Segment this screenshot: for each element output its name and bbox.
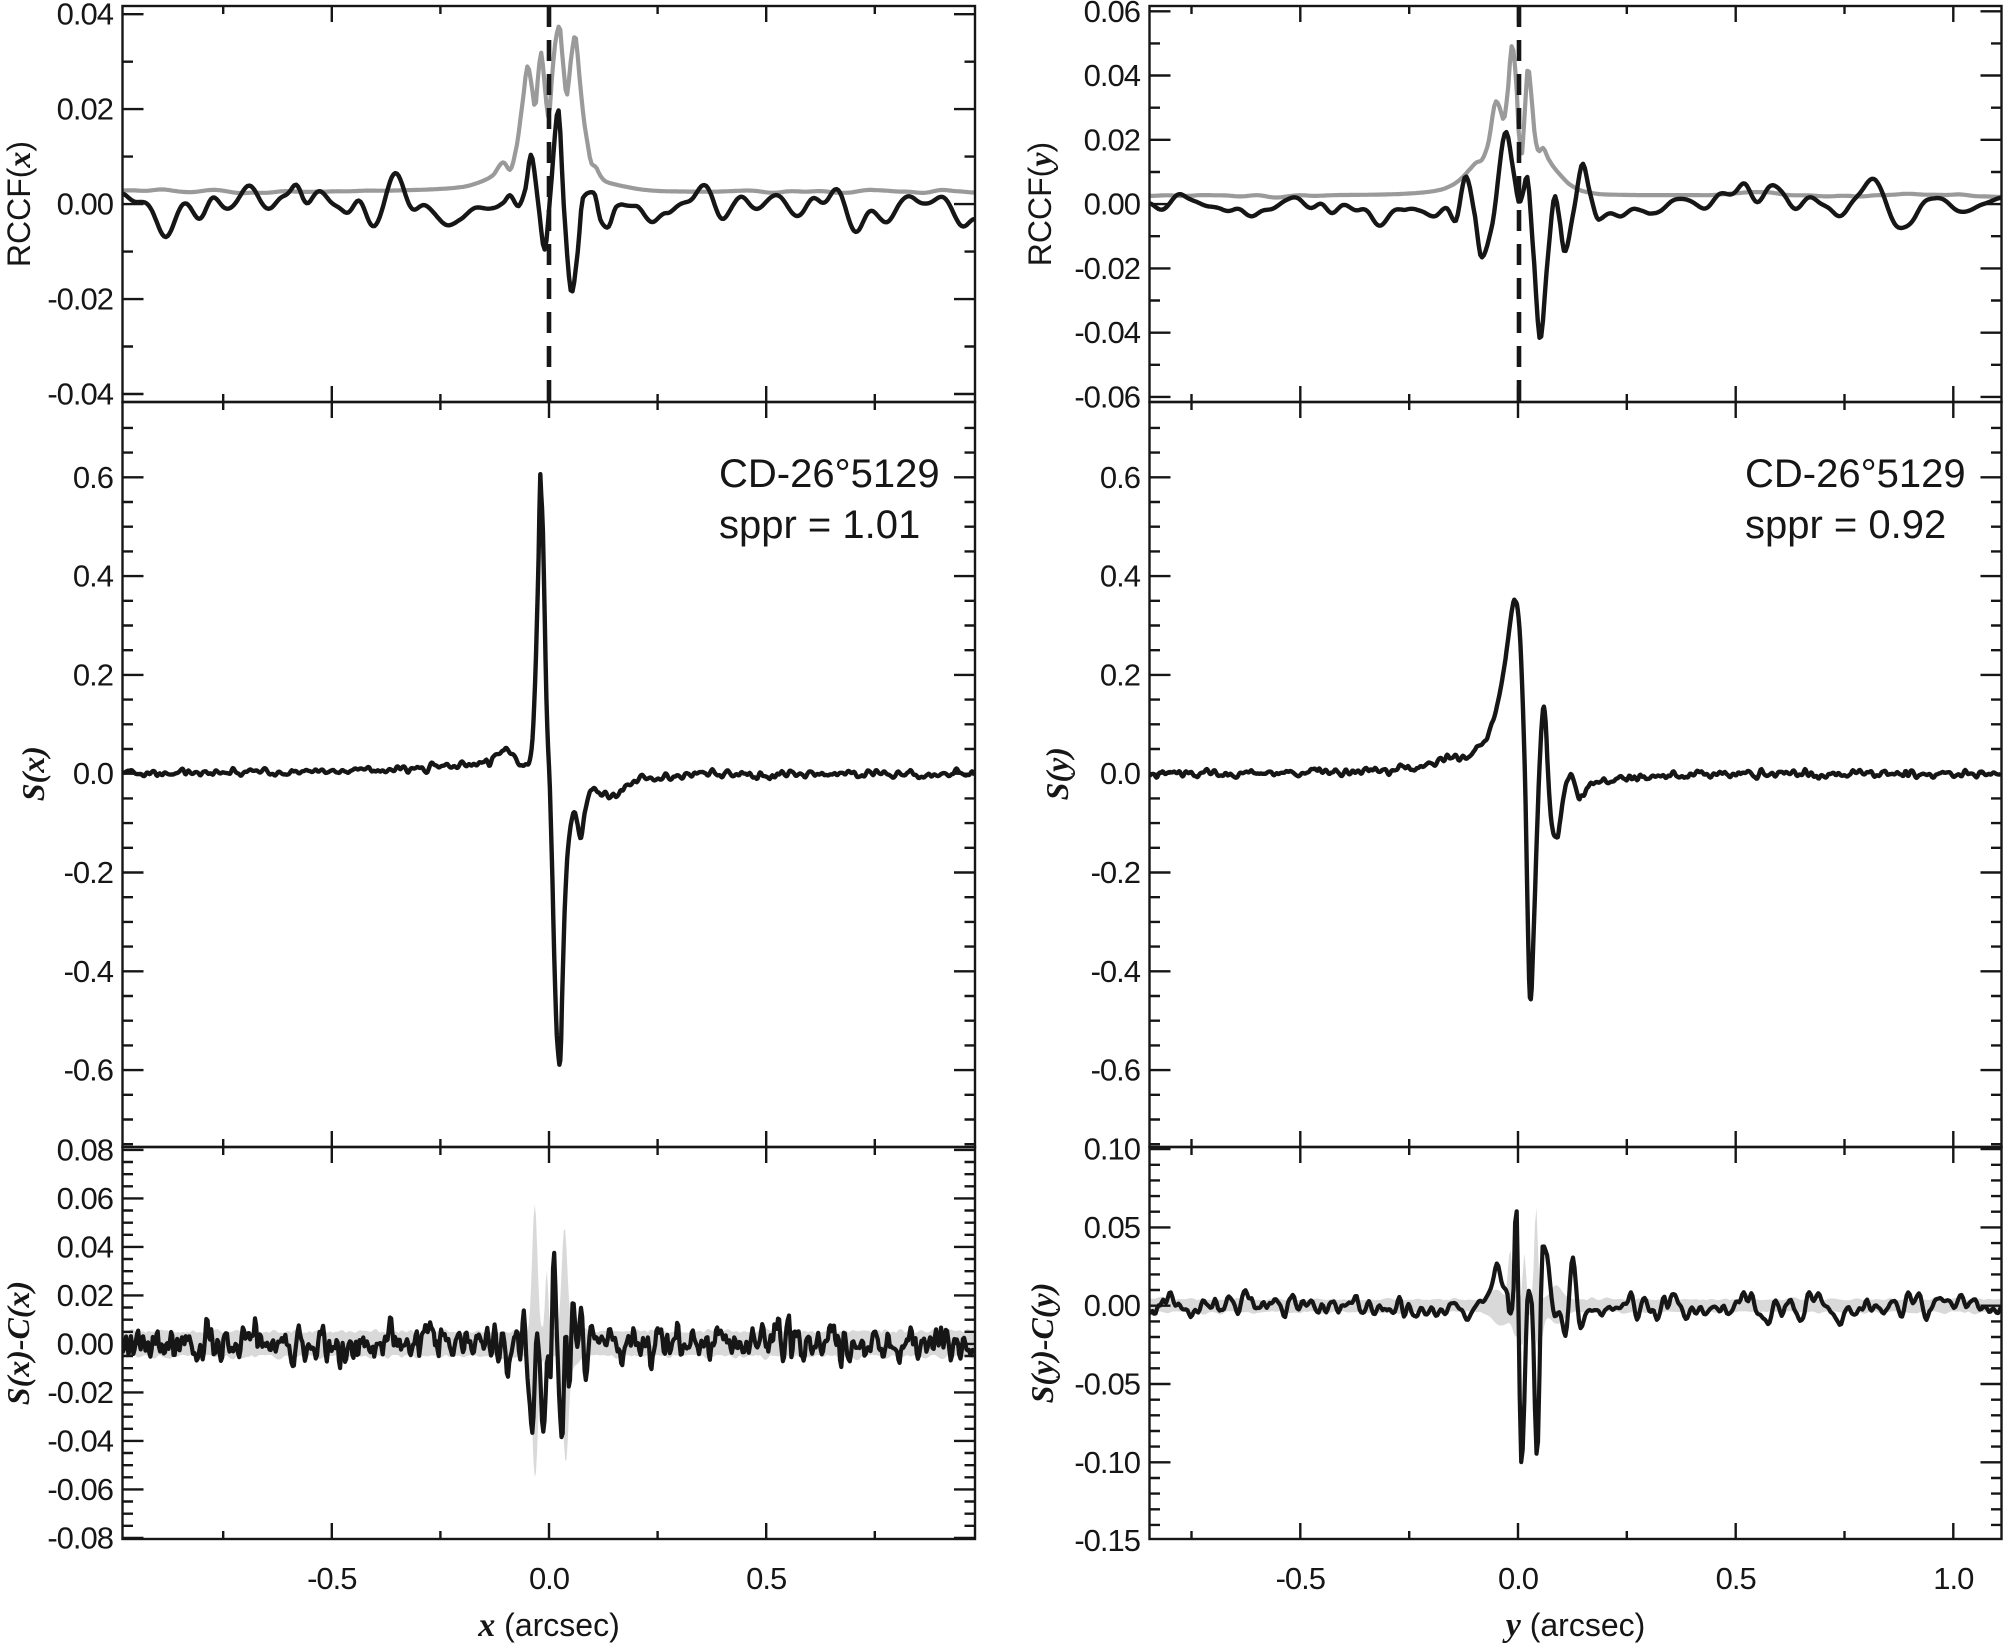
svg-text:-0.6: -0.6 — [1091, 1053, 1140, 1088]
svg-text:0.4: 0.4 — [73, 559, 114, 594]
svg-text:0.00: 0.00 — [57, 1326, 114, 1361]
svg-text:0.08: 0.08 — [57, 1132, 113, 1167]
svg-text:sppr = 0.92: sppr = 0.92 — [1745, 503, 1946, 547]
svg-text:0.2: 0.2 — [73, 657, 113, 692]
svg-text:-0.05: -0.05 — [1074, 1367, 1140, 1402]
svg-text:-0.06: -0.06 — [47, 1472, 113, 1507]
svg-text:0.02: 0.02 — [57, 1278, 113, 1313]
svg-text:-0.08: -0.08 — [47, 1520, 113, 1555]
svg-text:1.0: 1.0 — [1933, 1561, 1974, 1596]
svg-text:-0.04: -0.04 — [47, 1423, 113, 1458]
svg-text:0.5: 0.5 — [746, 1561, 786, 1596]
svg-text:-0.15: -0.15 — [1074, 1523, 1140, 1558]
svg-text:S(y): S(y) — [1039, 747, 1075, 800]
svg-text:0.06: 0.06 — [57, 1181, 113, 1216]
svg-text:RCCF(x): RCCF(x) — [1, 141, 37, 267]
svg-text:0.00: 0.00 — [1084, 1288, 1141, 1323]
svg-text:0.2: 0.2 — [1100, 657, 1140, 692]
svg-text:-0.6: -0.6 — [64, 1053, 113, 1088]
svg-text:CD-26°5129: CD-26°5129 — [719, 452, 940, 496]
svg-text:S(y)-C(y): S(y)-C(y) — [1024, 1283, 1060, 1404]
svg-text:0.04: 0.04 — [57, 0, 114, 32]
svg-text:0.6: 0.6 — [1100, 460, 1140, 495]
svg-text:-0.4: -0.4 — [64, 954, 114, 989]
svg-text:-0.10: -0.10 — [1074, 1445, 1140, 1480]
svg-text:0.6: 0.6 — [73, 460, 113, 495]
svg-text:0.0: 0.0 — [73, 756, 114, 791]
svg-text:0.00: 0.00 — [57, 187, 114, 222]
svg-text:0.10: 0.10 — [1084, 1132, 1141, 1167]
svg-text:sppr = 1.01: sppr = 1.01 — [719, 503, 920, 547]
svg-text:-0.02: -0.02 — [1074, 251, 1140, 286]
svg-text:-0.04: -0.04 — [47, 377, 113, 412]
svg-text:0.5: 0.5 — [1716, 1561, 1756, 1596]
svg-text:0.02: 0.02 — [57, 92, 113, 127]
svg-text:S(x): S(x) — [15, 746, 51, 801]
svg-text:-0.2: -0.2 — [1091, 855, 1140, 890]
svg-text:0.06: 0.06 — [1084, 0, 1140, 29]
svg-text:-0.2: -0.2 — [64, 855, 113, 890]
svg-text:0.05: 0.05 — [1084, 1210, 1140, 1245]
svg-text:RCCF(y): RCCF(y) — [1022, 142, 1058, 266]
svg-text:S(x)-C(x): S(x)-C(x) — [0, 1281, 36, 1405]
svg-text:-0.06: -0.06 — [1074, 379, 1140, 414]
svg-text:0.0: 0.0 — [1498, 1561, 1539, 1596]
svg-text:0.0: 0.0 — [1100, 756, 1141, 791]
svg-text:x (arcsec): x (arcsec) — [477, 1607, 619, 1644]
svg-text:0.0: 0.0 — [529, 1561, 570, 1596]
svg-text:0.04: 0.04 — [1084, 58, 1141, 93]
svg-text:0.02: 0.02 — [1084, 122, 1140, 157]
svg-text:-0.04: -0.04 — [1074, 315, 1140, 350]
svg-text:0.4: 0.4 — [1100, 559, 1141, 594]
svg-text:-0.02: -0.02 — [47, 282, 113, 317]
svg-text:-0.5: -0.5 — [1276, 1561, 1325, 1596]
svg-text:-0.4: -0.4 — [1091, 954, 1141, 989]
svg-text:0.00: 0.00 — [1084, 187, 1141, 222]
svg-text:-0.02: -0.02 — [47, 1375, 113, 1410]
svg-text:CD-26°5129: CD-26°5129 — [1745, 452, 1966, 496]
svg-text:-0.5: -0.5 — [307, 1561, 356, 1596]
svg-text:0.04: 0.04 — [57, 1229, 114, 1264]
svg-text:y (arcsec): y (arcsec) — [1502, 1607, 1646, 1644]
